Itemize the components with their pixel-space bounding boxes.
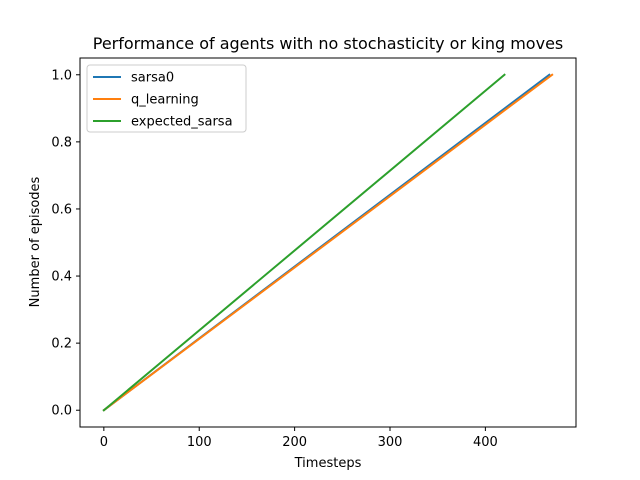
series-line-expected-sarsa xyxy=(102,73,506,412)
legend-entries: sarsa0 q_learning expected_sarsa xyxy=(93,71,233,130)
y-tick-label: 1.0 xyxy=(51,68,72,83)
x-tick-label: 400 xyxy=(473,435,498,450)
x-tick-label: 300 xyxy=(378,435,403,450)
y-tick-label: 0.2 xyxy=(51,337,72,352)
series-group xyxy=(102,73,554,412)
y-axis-label: Number of episodes xyxy=(28,176,43,307)
legend-label-q-learning: q_learning xyxy=(131,93,199,108)
y-tick-label: 0.6 xyxy=(51,202,72,217)
y-tick-label: 0.4 xyxy=(51,270,72,285)
x-ticks: 0 100 200 300 400 xyxy=(100,427,498,450)
axes-frame xyxy=(79,57,577,428)
legend-label-sarsa0: sarsa0 xyxy=(131,71,174,86)
legend-label-expected-sarsa: expected_sarsa xyxy=(131,115,233,130)
legend-box xyxy=(86,64,247,133)
y-tick-label: 0.8 xyxy=(51,135,72,150)
legend: sarsa0 q_learning expected_sarsa xyxy=(86,64,247,133)
x-tick-label: 0 xyxy=(100,435,108,450)
y-tick-label: 0.0 xyxy=(51,404,72,419)
y-ticks: 0.0 0.2 0.4 0.6 0.8 1.0 xyxy=(51,68,80,419)
series-line-q-learning xyxy=(102,73,554,412)
x-axis-label: Timesteps xyxy=(294,456,362,471)
chart-title: Performance of agents with no stochastic… xyxy=(93,34,564,53)
x-tick-label: 200 xyxy=(282,435,307,450)
x-tick-label: 100 xyxy=(187,435,212,450)
